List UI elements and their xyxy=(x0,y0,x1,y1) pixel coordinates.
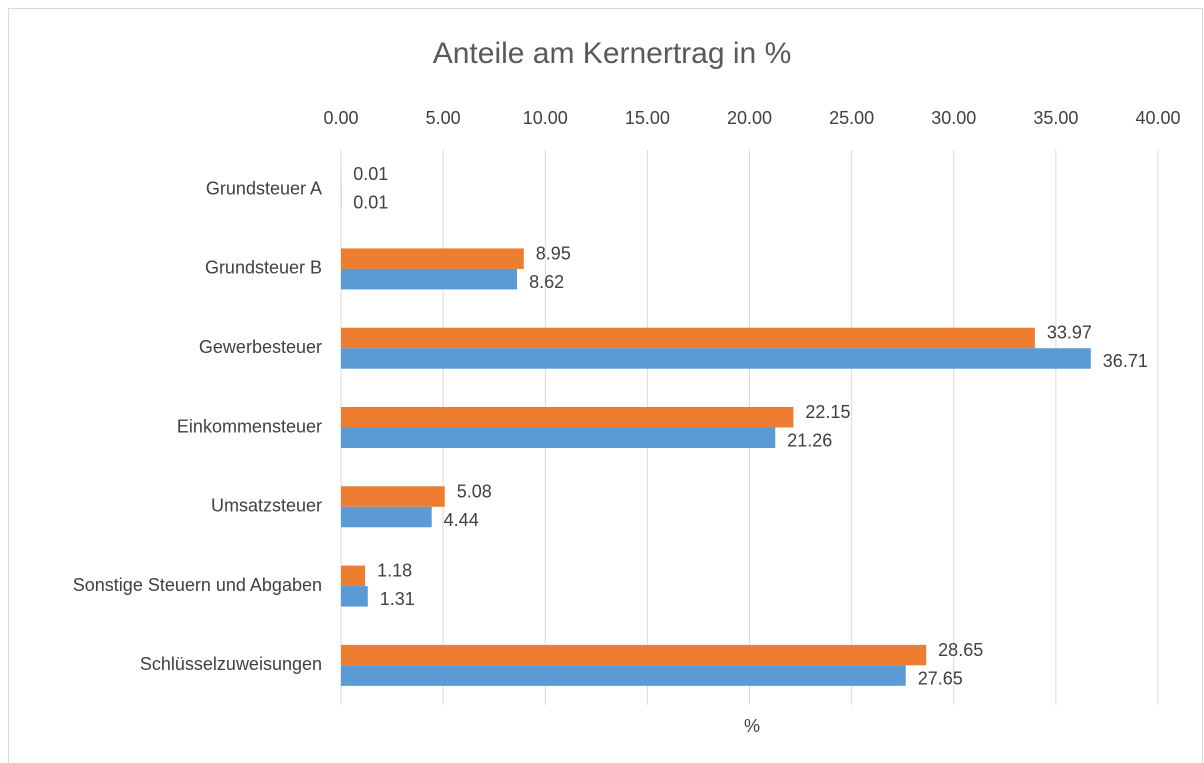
data-label: 27.65 xyxy=(918,668,963,688)
y-tick-label: Einkommensteuer xyxy=(177,416,322,436)
bar xyxy=(341,407,794,428)
bar xyxy=(341,586,368,607)
data-label: 8.62 xyxy=(529,272,564,292)
x-axis-label: % xyxy=(744,716,760,736)
bar xyxy=(341,486,445,507)
data-label: 36.71 xyxy=(1103,351,1148,371)
x-tick-label: 40.00 xyxy=(1135,108,1180,128)
y-tick-label: Schlüsselzuweisungen xyxy=(140,654,322,674)
chart-border xyxy=(8,8,1203,763)
data-label: 1.31 xyxy=(380,589,415,609)
bar xyxy=(341,665,906,686)
bar xyxy=(341,565,366,587)
bar xyxy=(341,348,1091,369)
x-tick-label: 35.00 xyxy=(1033,108,1078,128)
bar xyxy=(341,427,776,448)
y-tick-label: Sonstige Steuern und Abgaben xyxy=(73,575,322,595)
x-tick-label: 0.00 xyxy=(323,108,358,128)
x-tick-label: 10.00 xyxy=(523,108,568,128)
bar xyxy=(341,248,524,269)
data-label: 0.01 xyxy=(353,164,388,184)
data-label: 22.15 xyxy=(805,402,850,422)
x-tick-label: 25.00 xyxy=(829,108,874,128)
chart-title: Anteile am Kernertrag in % xyxy=(433,37,792,70)
y-tick-label: Gewerbesteuer xyxy=(199,337,322,357)
data-label: 5.08 xyxy=(457,481,492,501)
bar xyxy=(341,644,927,666)
data-label: 33.97 xyxy=(1047,323,1092,343)
x-tick-label: 30.00 xyxy=(931,108,976,128)
x-tick-label: 5.00 xyxy=(426,108,461,128)
data-label: 1.18 xyxy=(377,561,412,581)
y-tick-label: Grundsteuer B xyxy=(205,258,322,278)
data-label: 0.01 xyxy=(353,193,388,213)
x-tick-label: 20.00 xyxy=(727,108,772,128)
y-tick-label: Umsatzsteuer xyxy=(211,496,322,516)
data-label: 21.26 xyxy=(787,431,832,451)
data-label: 8.95 xyxy=(536,243,571,263)
data-label: 4.44 xyxy=(444,510,479,530)
x-tick-label: 15.00 xyxy=(625,108,670,128)
data-label: 28.65 xyxy=(938,640,983,660)
bar xyxy=(341,268,518,290)
bar xyxy=(341,327,1035,349)
bar xyxy=(341,506,432,528)
y-tick-label: Grundsteuer A xyxy=(206,178,322,198)
